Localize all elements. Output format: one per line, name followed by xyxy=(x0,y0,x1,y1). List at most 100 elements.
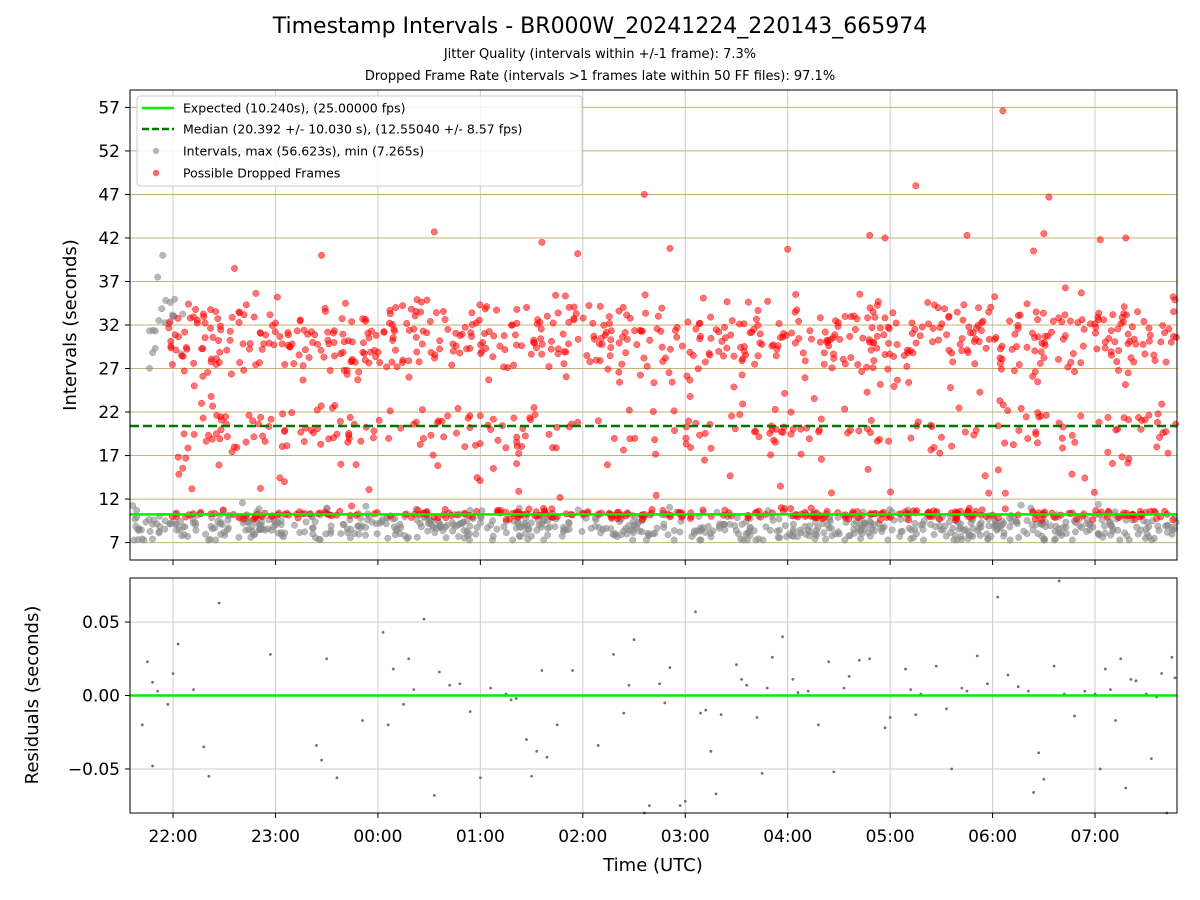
x-tick-label: 02:00 xyxy=(558,827,607,847)
dropped-frame-point xyxy=(258,345,266,353)
interval-point xyxy=(396,520,404,528)
dropped-frame-point xyxy=(502,444,510,452)
dropped-frame-point xyxy=(643,362,651,370)
interval-point xyxy=(1008,518,1016,525)
interval-point xyxy=(442,534,450,542)
dropped-frame-point xyxy=(554,345,562,353)
residual-point xyxy=(166,702,170,706)
dropped-frame-point xyxy=(1068,470,1076,478)
interval-point xyxy=(880,523,888,531)
dropped-frame-point xyxy=(626,314,634,322)
interval-point xyxy=(630,521,638,529)
dropped-frame-point xyxy=(348,502,356,510)
dropped-frame-point xyxy=(945,313,953,321)
dropped-frame-point xyxy=(607,336,615,344)
dropped-frame-point xyxy=(631,434,639,442)
dropped-frame-point xyxy=(830,354,838,362)
interval-point xyxy=(309,524,317,532)
dropped-frame-point xyxy=(965,323,973,331)
dropped-frame-point xyxy=(436,337,444,345)
dropped-frame-point xyxy=(348,318,356,326)
dropped-frame-point xyxy=(268,322,276,329)
residual-point xyxy=(140,723,144,727)
dropped-frame-point xyxy=(787,505,795,513)
dropped-frame-point xyxy=(1162,428,1170,436)
dropped-frame-point xyxy=(787,408,795,416)
dropped-frame-point xyxy=(876,516,884,524)
dropped-frame-point xyxy=(1172,333,1180,341)
dropped-frame-point xyxy=(585,302,593,309)
dropped-frame-point xyxy=(590,332,598,340)
dropped-frame-point xyxy=(288,409,296,417)
top-y-tick-label: 52 xyxy=(98,142,120,162)
dropped-frame-point xyxy=(552,291,560,299)
dropped-frame-point xyxy=(209,334,217,341)
dropped-frame-point xyxy=(508,321,515,329)
dropped-frame-point xyxy=(1167,338,1175,346)
residual-point xyxy=(934,664,938,668)
interval-point xyxy=(493,525,501,533)
dropped-frame-point xyxy=(619,303,627,311)
dropped-frame-point xyxy=(360,339,367,347)
dropped-frame-point xyxy=(199,310,207,318)
dropped-frame-point xyxy=(500,332,508,340)
residual-point xyxy=(1170,655,1174,659)
dropped-frame-point xyxy=(958,335,966,343)
dropped-frame-point xyxy=(996,354,1004,362)
interval-point xyxy=(653,524,661,532)
interval-point xyxy=(417,523,425,531)
residual-point xyxy=(770,655,774,659)
dropped-frame-point xyxy=(496,342,504,350)
interval-point xyxy=(857,535,864,543)
dropped-frame-point xyxy=(821,328,829,336)
interval-point xyxy=(781,522,789,530)
dropped-frame-point xyxy=(453,429,460,437)
residual-point xyxy=(1073,714,1076,718)
dropped-frame-point xyxy=(752,315,760,323)
dropped-frame-point xyxy=(873,344,881,352)
dropped-frame-point xyxy=(773,345,781,353)
dropped-frame-point xyxy=(416,440,424,448)
interval-point xyxy=(346,534,354,542)
dropped-frame-point xyxy=(199,372,207,380)
dropped-frame-point xyxy=(513,306,521,313)
dropped-frame-point xyxy=(365,359,373,367)
dropped-frame-point xyxy=(817,415,825,423)
dropped-frame-point xyxy=(687,444,695,451)
dropped-frame-point xyxy=(994,466,1002,474)
dropped-frame-point xyxy=(839,355,847,363)
dropped-frame-point xyxy=(890,382,898,390)
dropped-frame-point xyxy=(651,436,659,444)
residual-point xyxy=(555,723,559,727)
interval-point xyxy=(509,536,517,544)
residual-point xyxy=(151,680,154,684)
jitter-quality-subtitle: Jitter Quality (intervals within +/-1 fr… xyxy=(443,47,757,62)
dropped-frame-point xyxy=(1108,459,1116,467)
dropped-frame-point xyxy=(537,325,545,333)
interval-point xyxy=(666,503,674,511)
dropped-frame-point xyxy=(545,363,553,371)
dropped-frame-point xyxy=(283,442,291,450)
dropped-frame-point xyxy=(1058,318,1066,326)
interval-point xyxy=(1123,532,1131,540)
dropped-frame-point xyxy=(912,182,920,190)
dropped-frame-point xyxy=(592,356,600,364)
interval-point xyxy=(162,296,170,304)
interval-point xyxy=(516,533,524,541)
dropped-frame-point xyxy=(346,414,354,421)
dropped-frame-point xyxy=(935,336,942,344)
dropped-frame-point xyxy=(397,424,405,432)
interval-point xyxy=(920,536,927,544)
dropped-frame-point xyxy=(226,336,234,344)
residual-point xyxy=(975,654,979,658)
interval-point xyxy=(796,526,804,534)
dropped-frame-point xyxy=(815,426,823,434)
residual-point xyxy=(545,755,549,759)
dropped-frame-point xyxy=(1023,343,1031,351)
dropped-frame-point xyxy=(847,354,855,361)
residual-points xyxy=(140,579,1177,815)
interval-point xyxy=(905,524,913,532)
dropped-frame-point xyxy=(1135,414,1142,421)
dropped-frame-point xyxy=(1055,355,1062,363)
dropped-frame-point xyxy=(911,325,919,333)
